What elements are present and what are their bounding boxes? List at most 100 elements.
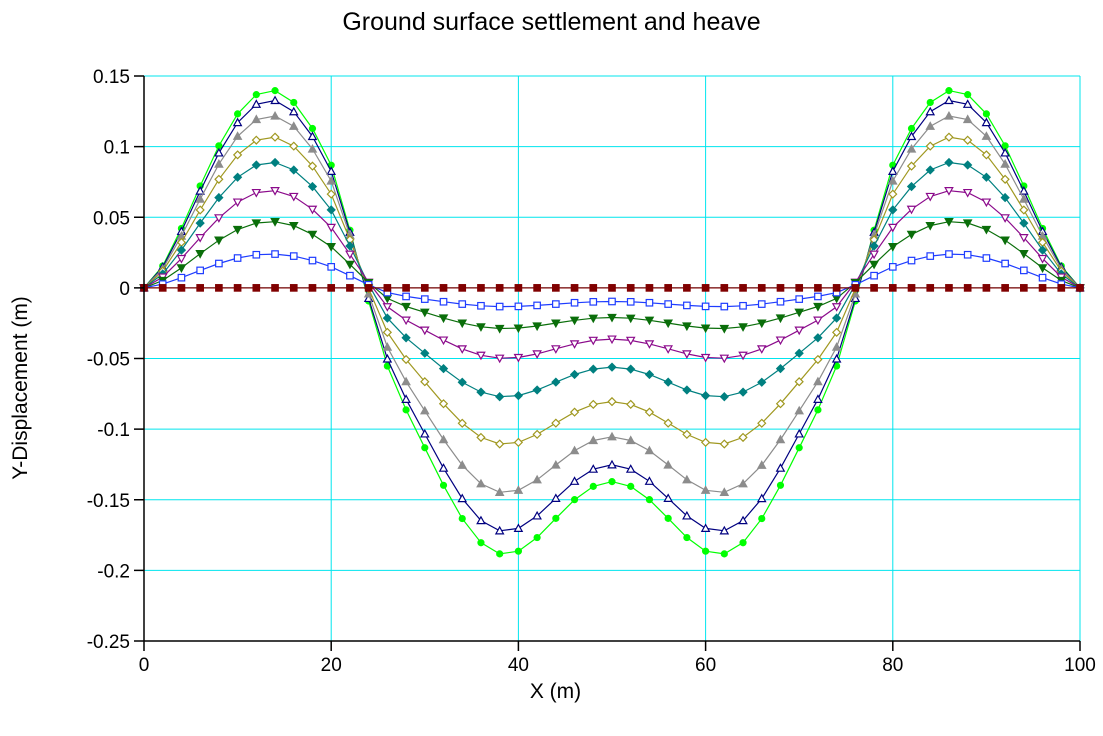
data-point — [962, 99, 973, 108]
data-point — [532, 350, 542, 359]
data-point — [345, 250, 355, 260]
data-point — [494, 487, 505, 496]
data-point — [813, 333, 823, 343]
data-point — [251, 114, 262, 124]
data-point — [869, 260, 879, 270]
data-point — [945, 250, 953, 258]
data-point — [625, 336, 636, 346]
x-tick-label: 80 — [882, 655, 903, 676]
data-point — [307, 131, 318, 141]
data-point — [176, 245, 187, 255]
data-point — [477, 301, 485, 310]
data-point — [288, 121, 299, 130]
data-point — [570, 298, 579, 307]
data-point — [626, 399, 636, 410]
data-point — [177, 273, 186, 282]
data-point — [962, 114, 973, 124]
data-point — [644, 407, 655, 417]
series-line — [143, 190, 1081, 359]
data-point — [945, 284, 953, 292]
data-point — [551, 493, 561, 502]
data-point — [700, 390, 711, 401]
data-point — [326, 166, 337, 175]
y-tick-label: 0.05 — [93, 208, 130, 229]
data-point — [383, 284, 392, 292]
data-point — [438, 434, 449, 444]
data-point — [251, 135, 261, 145]
data-point — [756, 460, 767, 469]
data-point — [308, 256, 317, 265]
data-point — [271, 87, 279, 95]
data-point — [195, 194, 205, 203]
data-point — [1019, 205, 1029, 215]
data-point — [270, 218, 280, 227]
data-point — [700, 485, 711, 494]
data-point — [700, 353, 711, 363]
data-point — [308, 284, 317, 292]
data-point — [251, 160, 261, 170]
data-point — [663, 418, 673, 428]
data-point — [233, 254, 242, 262]
data-point — [382, 327, 393, 337]
data-point — [794, 377, 804, 387]
data-point — [327, 263, 336, 271]
data-point — [626, 364, 636, 374]
data-point — [495, 284, 504, 292]
data-point — [682, 510, 692, 520]
data-point — [569, 340, 580, 349]
data-point — [457, 345, 468, 354]
data-point — [494, 324, 505, 334]
data-point — [270, 132, 280, 142]
data-point — [627, 482, 635, 490]
data-point — [401, 376, 411, 386]
data-point — [476, 432, 486, 443]
data-point — [195, 205, 205, 215]
data-point — [626, 297, 635, 306]
y-tick-label: -0.1 — [97, 420, 130, 441]
data-point — [326, 175, 337, 185]
data-point — [1037, 264, 1048, 273]
data-point — [589, 482, 597, 490]
data-point — [458, 284, 467, 292]
y-tick-label: 0.15 — [93, 67, 130, 88]
data-point — [214, 174, 224, 184]
data-point — [214, 236, 224, 246]
data-point — [757, 300, 766, 308]
data-point — [814, 284, 822, 292]
data-point — [1000, 174, 1010, 184]
data-point — [719, 487, 730, 496]
data-point — [608, 297, 616, 306]
data-point — [457, 418, 467, 428]
data-point — [870, 284, 878, 292]
data-point — [158, 284, 167, 292]
data-point — [551, 459, 561, 469]
data-point — [513, 390, 524, 401]
data-point — [457, 319, 468, 329]
data-point — [795, 284, 804, 292]
data-point — [944, 110, 954, 120]
data-point — [664, 514, 672, 522]
data-point — [795, 444, 803, 452]
data-point — [288, 192, 299, 202]
y-tick-label: 0.1 — [104, 138, 130, 159]
data-point — [514, 547, 523, 555]
x-axis-label: X (m) — [529, 680, 582, 703]
data-point — [552, 514, 560, 522]
data-point — [794, 326, 805, 336]
data-point — [607, 431, 617, 441]
y-tick-label: -0.15 — [87, 491, 130, 512]
data-point — [944, 218, 954, 227]
data-point — [195, 250, 205, 259]
data-point — [925, 165, 935, 175]
data-point — [888, 205, 898, 215]
data-point — [401, 316, 411, 326]
data-point — [215, 284, 223, 292]
data-point — [664, 300, 672, 308]
data-point — [195, 234, 205, 243]
data-point — [438, 336, 449, 346]
data-point — [251, 99, 262, 108]
data-point — [739, 284, 747, 292]
data-point — [382, 313, 393, 323]
data-point — [982, 254, 991, 262]
series-line — [143, 161, 1081, 398]
